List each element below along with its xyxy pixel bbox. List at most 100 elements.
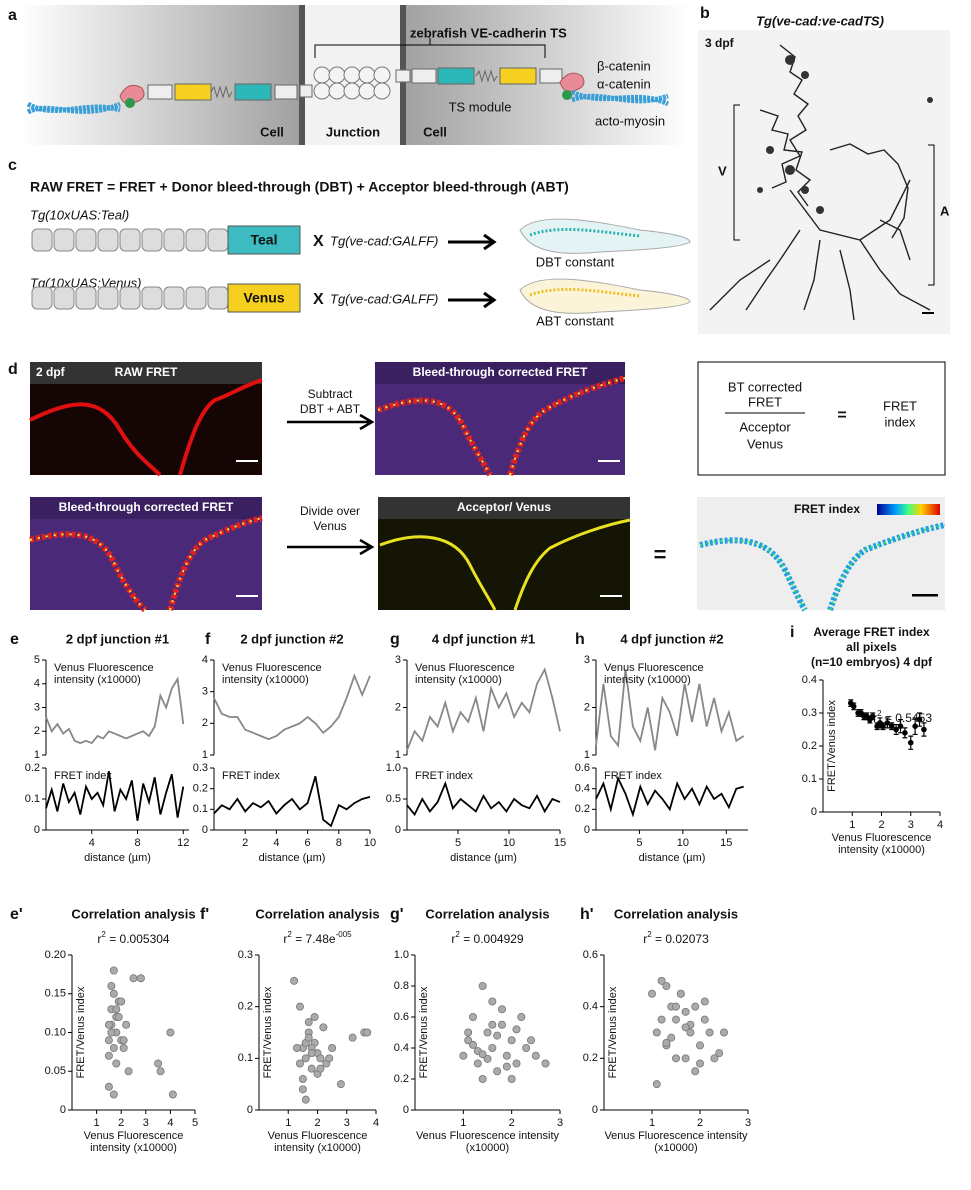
scale-bar (598, 460, 620, 462)
x-tick-label: 3 (557, 1117, 563, 1129)
panel-b: b Tg(ve-cad:ve-cadTS) 3 dpf V A (698, 5, 950, 334)
point (672, 1002, 681, 1011)
x-tick-label: 5 (636, 837, 642, 849)
x-axis-label: distance (µm) (450, 852, 517, 864)
formula: BT corrected (728, 379, 802, 394)
series-line (45, 770, 185, 821)
x-tick-label: 8 (134, 837, 140, 849)
annotation-part: 2 (455, 930, 460, 939)
series-line (213, 673, 371, 741)
y-tick-label: 0.15 (45, 988, 66, 1000)
x-tick-label: 1 (460, 1117, 466, 1129)
x-axis-label: distance (µm) (639, 852, 706, 864)
y-tick-label: 0.2 (238, 1001, 253, 1013)
annotation-part: -005 (336, 930, 353, 939)
micrograph (698, 30, 950, 334)
annotation-part: r (97, 932, 101, 946)
series-label: Venus Fluorescence intensity (x10000) (415, 662, 515, 686)
formula: FRET (748, 394, 782, 409)
panel-title: zebrafish VE-cadherin TS (410, 25, 567, 40)
scale-bar (912, 594, 938, 597)
series-line (406, 780, 561, 817)
chart-title: Correlation analysis (425, 906, 549, 921)
y-tick-label: 0.3 (193, 762, 208, 774)
panel-letter: e' (10, 906, 23, 923)
x-tick-label: 4 (89, 837, 95, 849)
y-tick-label: 0.4 (802, 674, 817, 686)
point (117, 997, 126, 1006)
step: Venus (313, 519, 346, 533)
point (295, 1002, 304, 1011)
y-tick-label: 0.6 (583, 949, 598, 961)
x-tick-label: 10 (677, 837, 689, 849)
point (124, 1067, 133, 1076)
point (902, 730, 908, 736)
image-title: Bleed-through corrected FRET (413, 365, 588, 379)
image-title: RAW FRET (115, 365, 178, 379)
y-tick-label: 0 (403, 1104, 409, 1116)
point (478, 1050, 487, 1059)
point (888, 723, 895, 729)
series-label: FRET index (222, 770, 280, 782)
y-tick-label: 3 (34, 701, 40, 713)
chart-title: (n=10 embryos) 4 dpf (811, 655, 933, 669)
panel-letter: a (8, 7, 17, 24)
row: Tg(10xUAS:Teal) Teal X Tg(ve-cad:GALFF) … (30, 207, 691, 269)
x-tick-label: 5 (455, 837, 461, 849)
ec-domains (313, 66, 391, 100)
image (697, 497, 945, 610)
point (912, 723, 918, 729)
point (156, 1067, 165, 1076)
y-tick-label: 0 (34, 824, 40, 836)
y-tick-label: 0 (60, 1104, 66, 1116)
point (916, 716, 923, 723)
y-axis-label: FRET/Venus index (262, 986, 274, 1078)
construct-left (147, 83, 313, 101)
series-label: Venus Fluorescence intensity (x10000) (222, 662, 322, 686)
point (667, 1033, 676, 1042)
point (301, 1095, 310, 1104)
x-axis-label: Venus Fluorescence intensity (x10000) (84, 1130, 184, 1154)
point (109, 1044, 118, 1053)
series-label: Venus Fluorescence intensity (x10000) (604, 662, 704, 686)
transgene: Tg(10xUAS:Teal) (30, 207, 129, 222)
construct-right (395, 67, 563, 85)
panel-letter: f (205, 631, 211, 648)
annotation-part: r (873, 711, 877, 725)
annotation-part: r (643, 932, 647, 946)
step: DBT + ABT (300, 402, 361, 416)
point (154, 1059, 163, 1068)
point (119, 1036, 128, 1045)
point (304, 1033, 313, 1042)
panel-letter: d (8, 361, 18, 378)
annotation-part: r (451, 932, 455, 946)
scale-bar (236, 595, 258, 597)
point (686, 1028, 695, 1037)
signal (29, 517, 263, 611)
x-tick-label: 1 (285, 1117, 291, 1129)
point (691, 1067, 700, 1076)
y-tick-label: 1 (34, 749, 40, 761)
point (662, 982, 671, 991)
point (109, 966, 118, 975)
point (681, 1007, 690, 1016)
y-axis-label: FRET/Venus index (826, 700, 838, 792)
series-line (213, 776, 371, 828)
y-tick-label: 0 (592, 1104, 598, 1116)
series-line (595, 669, 745, 751)
panel-a: a zebrafish VE-cadherin TS TS module β-c… (8, 5, 690, 145)
x-tick-label: 2 (242, 837, 248, 849)
x-tick-label: 10 (364, 837, 376, 849)
point (527, 1036, 536, 1045)
image-title: Bleed-through corrected FRET (59, 500, 234, 514)
x-tick-label: 5 (192, 1117, 198, 1129)
y-tick-label: 0.3 (238, 949, 253, 961)
signal (379, 518, 631, 611)
y-tick-label: 0.2 (575, 803, 590, 815)
membrane (299, 5, 305, 145)
point (662, 1038, 671, 1047)
point (298, 1085, 307, 1094)
signal (377, 377, 626, 476)
annotation-part: 2 (101, 930, 106, 939)
point (488, 997, 497, 1006)
